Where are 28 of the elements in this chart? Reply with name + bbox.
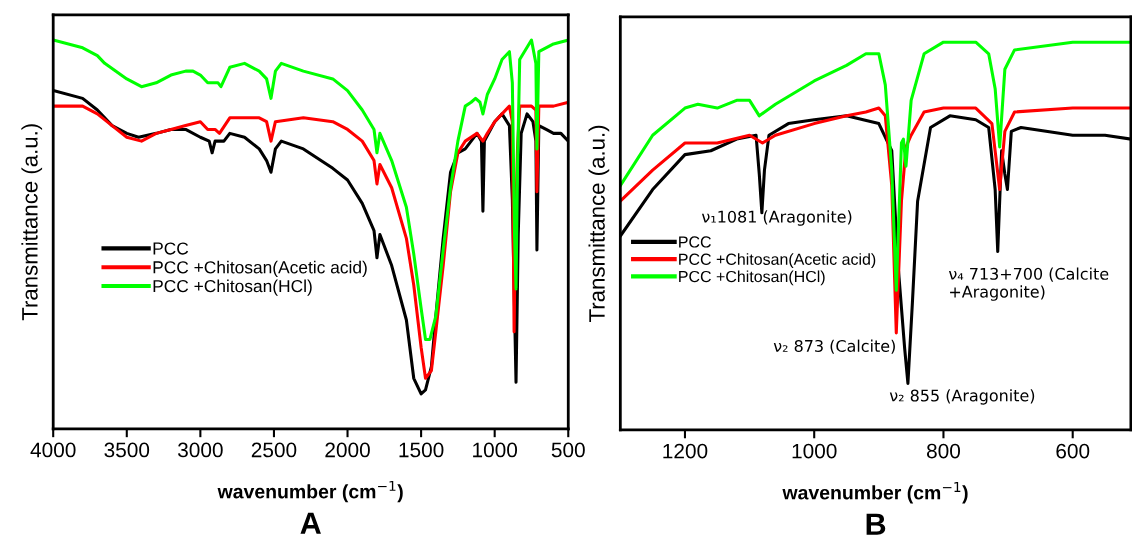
legend-label: PCC xyxy=(153,242,189,255)
x-tick-label: 3000 xyxy=(177,442,223,458)
legend-label: PCC xyxy=(679,236,711,248)
annotation: ν₄ 713+700 (Calcite +Aragonite) xyxy=(948,267,1109,301)
x-tick-label: 600 xyxy=(1056,443,1090,459)
annotation: ν₂ 855 (Aragonite) xyxy=(889,389,1035,405)
text: A xyxy=(300,512,321,534)
x-tick-label: 4000 xyxy=(30,442,76,458)
legend-label: PCC +Chitosan(HCl) xyxy=(153,279,312,296)
text: B xyxy=(866,513,886,535)
x-tick-label: 2500 xyxy=(251,442,297,458)
annotation: ν₁1081 (Aragonite) xyxy=(701,210,852,226)
annotation: ν₂ 873 (Calcite) xyxy=(773,339,895,354)
x-tick-label: 1200 xyxy=(663,443,708,459)
x-tick-label: 1500 xyxy=(399,442,444,458)
x-tick-label: 1000 xyxy=(792,443,837,459)
legend-label: PCC +Chitosan(Acetic acid) xyxy=(679,253,876,269)
legend-label: PCC +Chitosan(HCl) xyxy=(679,270,825,286)
legend-label: PCC +Chitosan(Acetic acid) xyxy=(153,260,367,277)
x-tick-label: 3500 xyxy=(104,442,150,458)
y-axis-title: Transmittance (a.u.) xyxy=(588,125,610,322)
x-tick-label: 500 xyxy=(551,442,585,458)
x-tick-label: 2000 xyxy=(325,442,370,458)
x-tick-label: 800 xyxy=(926,443,961,459)
y-axis-title: Transmittance (a.u.) xyxy=(21,124,43,321)
x-axis-title: wavenumber (cm$^{−1}$) xyxy=(217,480,403,503)
x-axis-title: wavenumber (cm$^{−1}$) xyxy=(782,482,968,504)
x-tick-label: 1000 xyxy=(473,442,518,458)
